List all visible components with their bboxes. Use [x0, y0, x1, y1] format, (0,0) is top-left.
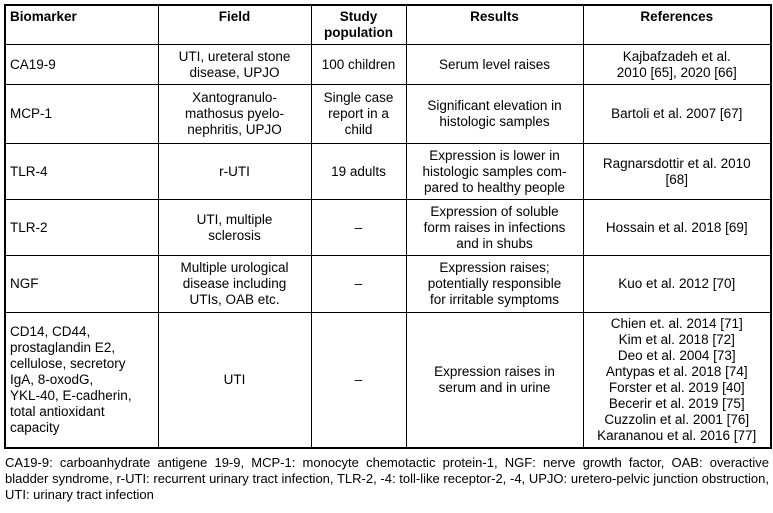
header-row: Biomarker Field Study population Results…	[4, 4, 772, 45]
table-cell-references: Hossain et al. 2018 [69]	[582, 199, 772, 256]
biomarkers-table: Biomarker Field Study population Results…	[4, 4, 772, 449]
table-cell-study-population: –	[310, 312, 407, 449]
table-cell-biomarker: CA19-9	[4, 44, 159, 85]
table-row-ngf: NGF Multiple urological disease includin…	[4, 255, 772, 313]
table-cell-references: Kajbafzadeh et al. 2010 [65], 2020 [66]	[582, 44, 772, 85]
table-row-cd14-group: CD14, CD44, prostaglandin E2, cellulose,…	[4, 312, 772, 449]
table-cell-field: Xantogranulo- mathosus pyelo- nephritis,…	[157, 84, 312, 144]
table-cell-study-population: 100 children	[310, 44, 407, 85]
table-cell-results: Serum level raises	[405, 44, 584, 85]
column-header-references: References	[582, 4, 772, 45]
table-cell-results: Expression is lower in histologic sample…	[405, 143, 584, 200]
table-cell-references: Chien et. al. 2014 [71] Kim et al. 2018 …	[582, 312, 772, 449]
table-cell-field: UTI, multiple sclerosis	[157, 199, 312, 256]
table-cell-biomarker: CD14, CD44, prostaglandin E2, cellulose,…	[4, 312, 159, 449]
table-cell-biomarker: TLR-4	[4, 143, 159, 200]
table-cell-biomarker: MCP-1	[4, 84, 159, 144]
table-cell-study-population: –	[310, 255, 407, 313]
table-cell-references: Ragnarsdottir et al. 2010 [68]	[582, 143, 772, 200]
table-cell-field: UTI	[157, 312, 312, 449]
table-cell-biomarker: NGF	[4, 255, 159, 313]
table-cell-results: Significant elevation in histologic samp…	[405, 84, 584, 144]
table-row-tlr-2: TLR-2 UTI, multiple sclerosis – Expressi…	[4, 199, 772, 256]
table-cell-study-population: 19 adults	[310, 143, 407, 200]
table-cell-study-population: Single case report in a child	[310, 84, 407, 144]
table-cell-biomarker: TLR-2	[4, 199, 159, 256]
abbreviations-footnote: CA19-9: carboanhydrate antigene 19-9, MC…	[5, 455, 769, 502]
table-row-ca19-9: CA19-9 UTI, ureteral stone disease, UPJO…	[4, 44, 772, 85]
column-header-field: Field	[157, 4, 312, 45]
column-header-study-population: Study population	[310, 4, 407, 45]
table-cell-references: Bartoli et al. 2007 [67]	[582, 84, 772, 144]
table-cell-references: Kuo et al. 2012 [70]	[582, 255, 772, 313]
table-cell-field: Multiple urological disease including UT…	[157, 255, 312, 313]
table-cell-study-population: –	[310, 199, 407, 256]
table-row-tlr-4: TLR-4 r-UTI 19 adults Expression is lowe…	[4, 143, 772, 200]
table-cell-field: UTI, ureteral stone disease, UPJO	[157, 44, 312, 85]
table-cell-results: Expression raises; potentially responsib…	[405, 255, 584, 313]
table-cell-field: r-UTI	[157, 143, 312, 200]
table-cell-results: Expression raises in serum and in urine	[405, 312, 584, 449]
table-row-mcp-1: MCP-1 Xantogranulo- mathosus pyelo- neph…	[4, 84, 772, 144]
column-header-biomarker: Biomarker	[4, 4, 159, 45]
column-header-results: Results	[405, 4, 584, 45]
table-cell-results: Expression of soluble form raises in inf…	[405, 199, 584, 256]
